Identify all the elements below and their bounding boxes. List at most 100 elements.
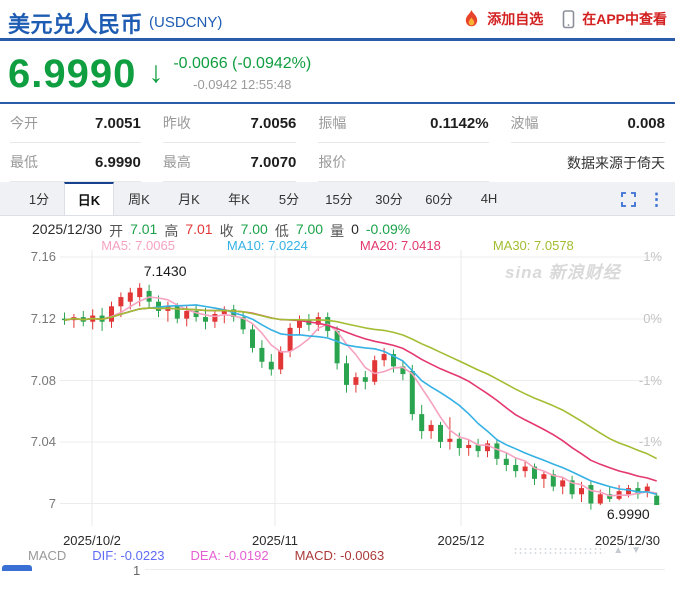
ma-legend-item: MA10: 7.0224 [226,238,308,253]
tab-周K[interactable]: 周K [128,192,150,207]
stat-value: 6.9990 [94,153,141,171]
stat-cell: 最高 7.0070 [162,143,297,182]
drag-dots-icon [513,546,606,555]
macd-item: MACD [28,548,67,563]
x-axis-label: 2025/12 [437,533,485,548]
usdcny-quote-page: 美元兑人民币 (USDCNY) 添加自选 在APP中查看 6.9990 ↓ [0,0,675,578]
stat-value: 0.008 [627,114,665,132]
y-axis-label: 7.04 [30,434,56,449]
stat-label: 最低 [10,154,38,170]
pct-axis-label: -1% [638,372,662,388]
tab-月K[interactable]: 月K [178,192,200,207]
last-price: 6.9990 [8,52,137,96]
x-axis-label: 2025/11 [251,533,299,548]
ohlc-segment: 0 [351,221,359,237]
tab-5分[interactable]: 5分 [278,192,300,207]
header-actions: 添加自选 在APP中查看 [463,9,667,29]
stat-cell: 昨收 7.0056 [162,104,297,143]
down-arrow-icon: ↓ [148,56,164,89]
stat-label: 昨收 [162,115,191,131]
page-title: 美元兑人民币 [8,11,144,37]
price-change-detail: -0.0942 12:55:48 [193,77,292,92]
ticker-symbol: (USDCNY) [149,14,223,31]
ohlc-segment: 收 [219,223,234,239]
ohlc-segment: 7.00 [295,221,324,237]
tab-1分[interactable]: 1分 [28,192,50,207]
low-price-annotation: 6.9990 [606,506,650,523]
ma-line-MA20 [64,307,657,482]
page-header: 美元兑人民币 (USDCNY) 添加自选 在APP中查看 [0,0,675,41]
tab-30分[interactable]: 30分 [375,192,403,207]
add-watchlist-button[interactable]: 添加自选 [487,11,544,27]
ma-legend-item: MA30: 7.0578 [492,238,574,253]
chart-toolbar-icons: ⋮ [621,182,665,216]
macd-pane-divider [145,569,665,570]
high-price-annotation: 7.1430 [143,263,187,280]
stat-label: 波幅 [510,115,539,131]
bottom-left-partial-button[interactable] [2,565,32,571]
stat-cell: 振幅 0.1142% [318,104,489,143]
x-axis-label: 2025/12/30 [594,533,660,548]
tab-日K[interactable]: 日K [64,182,114,215]
stat-value: 7.0056 [250,114,297,132]
stat-cell: 今开 7.0051 [10,104,141,143]
kline-chart-panel: 2025/12/30 开 7.01 高 7.01 收 7.00 低 7.00 量 0 -0.09% M… [0,216,675,578]
pct-axis-label: -1% [638,434,662,449]
view-in-app-button[interactable]: 在APP中查看 [582,11,667,27]
price-change: -0.0066 (-0.0942%) [173,55,312,72]
y-axis-label: 7 [48,495,56,511]
y-axis-label: 7.12 [30,311,56,326]
stat-value: 7.0051 [94,114,141,132]
ohlc-segment: 2025/12/30 [32,221,103,237]
ma-line-MA5 [64,296,657,497]
ma-legend-item: MA20: 7.0418 [359,238,441,253]
ohlc-segment: 7.01 [185,221,213,237]
stat-label: 报价 [318,154,347,170]
fullscreen-icon[interactable] [621,191,636,207]
stat-cell: 报价 [318,143,489,182]
y-axis-label: 7.08 [30,372,56,388]
ohlc-segment: 量 [330,223,345,239]
macd-readout: MACD DIF: -0.0223 DEA: -0.0192 MACD: -0.006… [28,548,384,563]
more-options-icon[interactable]: ⋮ [648,189,665,209]
tab-4H[interactable]: 4H [480,191,498,206]
macd-item: MACD: -0.0063 [294,548,385,563]
stat-value: 数据来源于倚天 [566,154,665,171]
phone-icon [562,9,575,29]
stat-label: 今开 [10,115,38,131]
ohlc-readout: 2025/12/30 开 7.01 高 7.01 收 7.00 低 7.00 量 0 -0.09% [32,221,410,241]
chart-scroll-handle[interactable]: ▲ ▼ [513,545,641,556]
stat-cell: 波幅 0.008 [510,104,665,143]
ohlc-segment: 7.01 [130,221,158,237]
macd-item: DIF: -0.0223 [92,548,165,563]
ma-line-MA10 [64,304,657,496]
stat-label: 最高 [162,154,191,170]
ohlc-segment: -0.09% [365,221,411,237]
tab-60分[interactable]: 60分 [425,192,453,207]
flame-icon [463,9,480,29]
ma-legend: MA5: 7.0065 MA10: 7.0224 MA20: 7.0418 MA30:… [0,238,675,253]
stat-value: 0.1142% [430,114,489,132]
ma-legend-item: MA5: 7.0065 [101,238,175,253]
ohlc-segment: 7.00 [240,221,268,237]
down-triangle-icon[interactable]: ▼ [631,545,641,556]
pct-axis-label: 1% [643,249,662,264]
stat-cell: 数据来源于倚天 [511,143,665,182]
quote-stats-grid: 今开 7.0051 昨收 7.0056 振幅 0.1142% 波幅 0.008 最低 6.9990… [0,102,675,182]
candlestick-chart[interactable] [0,250,675,530]
stat-label: 振幅 [318,115,347,131]
sina-watermark: sina 新浪财经 [505,263,621,282]
ohlc-segment: 开 [109,223,124,239]
tab-年K[interactable]: 年K [228,192,250,207]
tab-15分[interactable]: 15分 [325,192,353,207]
x-axis-label: 2025/10/2 [63,533,121,548]
period-tabs: 1分 日K 周K 月K 年K 5分 15分 30分 60分 4H ⋮ [0,182,675,216]
stat-value: 7.0070 [250,153,297,171]
pct-axis-label: 0% [643,311,662,326]
quote-summary: 6.9990 ↓ -0.0066 (-0.0942%) -0.0942 12:5… [0,41,675,102]
stat-cell: 最低 6.9990 [10,143,141,182]
macd-pane-tick: 1 [133,563,141,578]
ma-line-MA30 [64,307,658,460]
up-triangle-icon[interactable]: ▲ [613,545,624,556]
ohlc-segment: 高 [164,223,179,239]
